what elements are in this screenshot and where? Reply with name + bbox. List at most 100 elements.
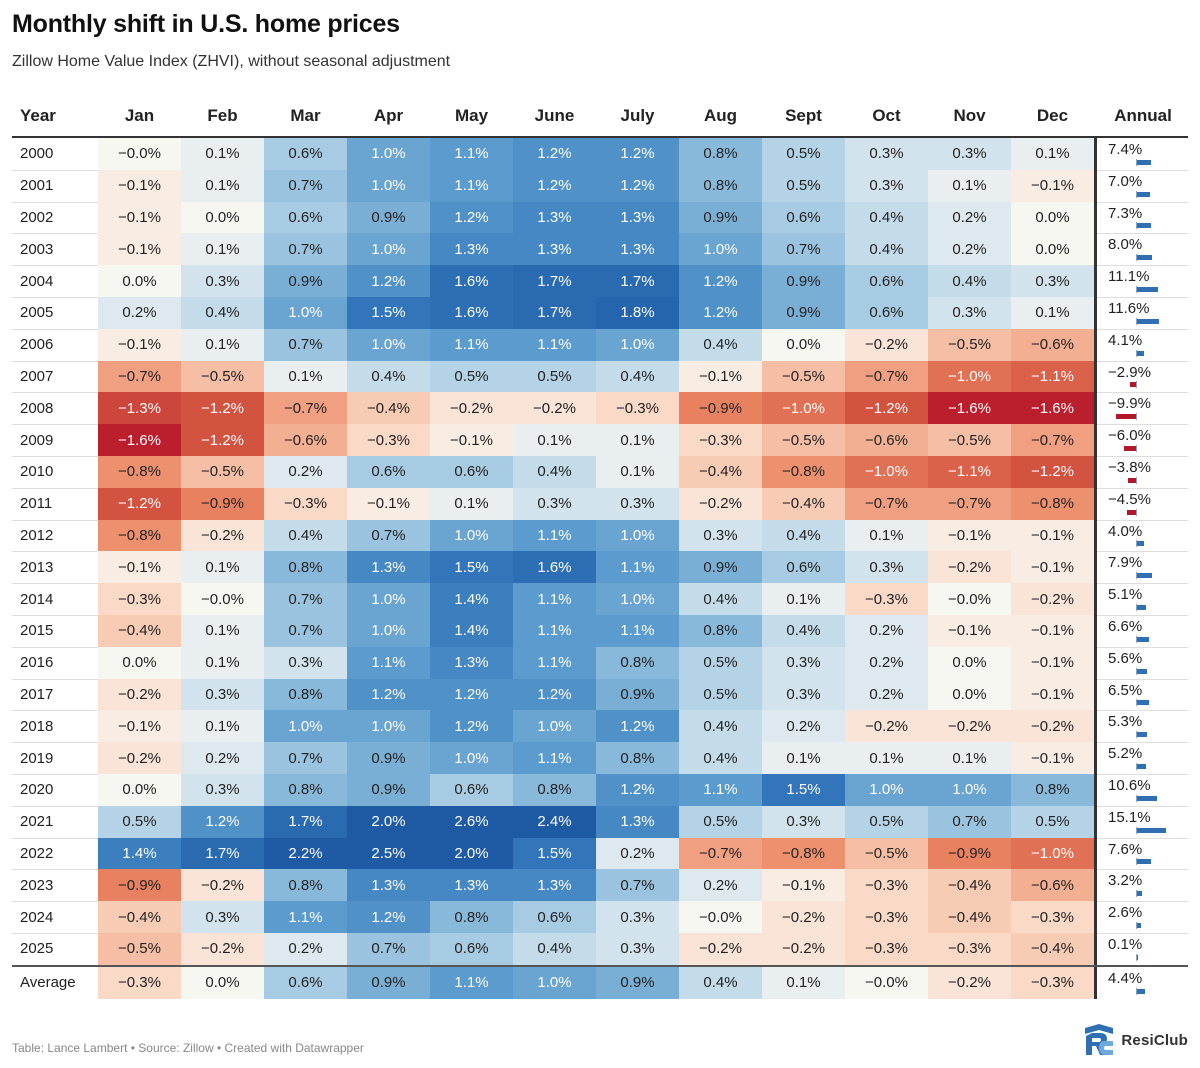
annual-separator — [1094, 392, 1097, 425]
brand[interactable]: ResiClub — [1082, 1024, 1188, 1056]
annual-value: 10.6% — [1108, 777, 1151, 794]
heat-cell: 1.1% — [513, 519, 596, 552]
heat-cell: −0.0% — [928, 583, 1011, 615]
column-header-aug[interactable]: Aug — [703, 106, 738, 125]
heat-cell: −0.3% — [679, 424, 762, 456]
heat-cell: −0.9% — [98, 869, 181, 902]
heat-cell: 0.5% — [430, 360, 513, 393]
annual-separator — [1094, 138, 1097, 170]
column-header-mar[interactable]: Mar — [290, 106, 321, 125]
heat-cell: 0.0% — [762, 328, 845, 361]
annual-value: 15.1% — [1108, 808, 1151, 826]
heat-cell: 0.3% — [596, 487, 679, 520]
heat-cell: 1.4% — [98, 837, 181, 870]
annual-value: 3.2% — [1108, 872, 1143, 890]
heat-cell: −0.4% — [347, 392, 430, 425]
heat-cell: −0.0% — [181, 583, 264, 615]
heat-cell: 1.5% — [513, 837, 596, 870]
column-header-dec[interactable]: Dec — [1036, 106, 1069, 125]
heat-cell: 0.9% — [347, 966, 430, 999]
annual-separator — [1094, 233, 1097, 266]
column-header-sept[interactable]: Sept — [785, 106, 822, 125]
heat-cell: 0.6% — [430, 933, 513, 965]
year-label: 2022 — [20, 844, 54, 862]
heat-cell: 0.6% — [762, 201, 845, 234]
column-header-year[interactable]: Year — [20, 106, 56, 125]
year-label: 2005 — [20, 304, 54, 322]
heat-cell: −0.2% — [181, 869, 264, 902]
heat-cell: 0.8% — [513, 774, 596, 806]
heat-cell: 0.5% — [762, 138, 845, 170]
column-header-june[interactable]: June — [534, 106, 575, 125]
heat-cell: 0.4% — [679, 710, 762, 743]
heat-cell: 0.1% — [845, 742, 928, 774]
heat-cell: −0.3% — [98, 966, 181, 999]
heat-cell: −0.2% — [762, 933, 845, 965]
heat-cell: 0.4% — [264, 519, 347, 552]
heat-cell: −0.6% — [1011, 328, 1094, 361]
heat-cell: −0.8% — [98, 519, 181, 552]
column-header-nov[interactable]: Nov — [953, 106, 986, 125]
column-header-feb[interactable]: Feb — [207, 106, 238, 125]
heat-cell: −1.6% — [98, 424, 181, 456]
heat-cell: 0.3% — [845, 169, 928, 202]
heat-cell: −0.1% — [1011, 551, 1094, 584]
annual-bar-baseline — [1136, 922, 1137, 929]
heat-cell: 0.2% — [596, 837, 679, 870]
column-header-annual[interactable]: Annual — [1114, 106, 1172, 125]
heat-cell: 0.6% — [264, 138, 347, 170]
column-header-may[interactable]: May — [454, 106, 489, 125]
heat-cell: 0.6% — [264, 201, 347, 234]
heat-cell: −0.1% — [762, 869, 845, 902]
year-label: 2025 — [20, 940, 54, 958]
heat-cell: 0.2% — [264, 933, 347, 965]
heat-cell: 0.2% — [98, 297, 181, 329]
heat-cell: −1.3% — [98, 392, 181, 425]
heat-cell: −1.2% — [98, 487, 181, 520]
heat-cell: −0.2% — [430, 392, 513, 425]
heat-cell: 0.6% — [347, 456, 430, 488]
heat-cell: −0.2% — [928, 710, 1011, 743]
heat-cell: −0.2% — [928, 551, 1011, 584]
resiclub-logo-icon — [1085, 1024, 1114, 1055]
annual-bar — [1116, 414, 1136, 420]
heat-cell: 1.3% — [430, 869, 513, 902]
heat-cell: 1.0% — [430, 742, 513, 774]
heat-cell: −0.7% — [845, 360, 928, 393]
column-header-july[interactable]: July — [620, 106, 655, 125]
heat-cell: 1.5% — [347, 297, 430, 329]
column-header-apr[interactable]: Apr — [373, 106, 404, 125]
heat-cell: 0.7% — [264, 233, 347, 266]
heat-cell: 0.9% — [762, 265, 845, 297]
heat-cell: 1.0% — [679, 233, 762, 266]
annual-bar — [1136, 988, 1145, 994]
heat-cell: 0.3% — [596, 933, 679, 965]
column-header-oct[interactable]: Oct — [872, 106, 901, 125]
annual-separator — [1094, 615, 1097, 647]
heat-cell: −0.0% — [679, 901, 762, 933]
heat-cell: −0.7% — [1011, 424, 1094, 456]
annual-bar — [1136, 541, 1144, 547]
heat-cell: 2.0% — [430, 837, 513, 870]
heat-cell: 0.2% — [264, 456, 347, 488]
heat-cell: 0.0% — [98, 265, 181, 297]
heat-cell: 1.0% — [347, 615, 430, 647]
average-rule — [12, 964, 1188, 967]
column-header-jan[interactable]: Jan — [124, 106, 155, 125]
heat-cell: 0.3% — [928, 297, 1011, 329]
annual-bar-baseline — [1136, 953, 1137, 961]
heat-cell: −0.3% — [845, 869, 928, 902]
heat-cell: −0.2% — [1011, 583, 1094, 615]
annual-value: 5.3% — [1108, 713, 1143, 731]
heat-cell: 0.7% — [347, 519, 430, 552]
heat-cell: −0.2% — [513, 392, 596, 425]
annual-bar-baseline — [1136, 349, 1137, 357]
year-label: 2004 — [20, 272, 54, 290]
annual-bar — [1136, 827, 1166, 833]
heat-cell: −0.7% — [679, 837, 762, 870]
annual-bar — [1127, 509, 1136, 515]
annual-bar — [1136, 700, 1149, 706]
heat-cell: 0.5% — [679, 678, 762, 711]
annual-bar — [1130, 382, 1136, 388]
heat-cell: 0.8% — [264, 869, 347, 902]
